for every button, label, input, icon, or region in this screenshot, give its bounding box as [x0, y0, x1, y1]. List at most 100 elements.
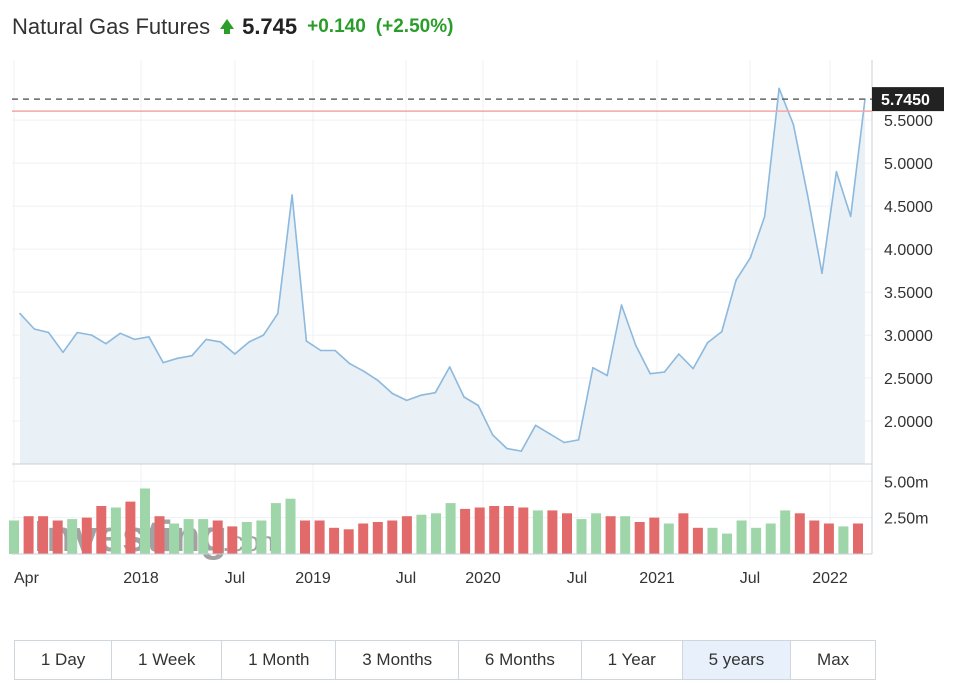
volume-bar [241, 522, 252, 554]
volume-bar [838, 526, 849, 554]
price-point [434, 391, 437, 394]
price-point [620, 304, 623, 306]
price-point [448, 366, 451, 368]
volume-bar [110, 507, 121, 554]
x-tick-label: 2022 [812, 570, 848, 587]
range-button-1-day[interactable]: 1 Day [15, 641, 113, 679]
up-arrow-icon [220, 19, 235, 34]
price-point [334, 349, 336, 352]
range-button-1-week[interactable]: 1 Week [112, 641, 223, 679]
volume-bar [562, 513, 572, 554]
volume-bar [663, 523, 674, 554]
volume-bar [445, 503, 456, 554]
volume-bar [183, 519, 194, 554]
price-point [119, 332, 122, 335]
x-tick-label: 2020 [465, 570, 501, 587]
volume-tick-label: 2.50m [884, 511, 928, 528]
price-point [205, 338, 207, 341]
range-button-1-month[interactable]: 1 Month [222, 641, 337, 679]
volume-bar [809, 520, 820, 554]
y-tick-label: 4.5000 [884, 199, 933, 216]
range-button-1-year[interactable]: 1 Year [581, 641, 683, 679]
volume-bar [23, 516, 34, 554]
price-point [849, 215, 852, 218]
volume-bar [794, 513, 805, 554]
volume-tick-label: 5.00m [884, 474, 928, 491]
volume-bar [722, 533, 732, 554]
current-price-label-box [872, 87, 944, 112]
price-point [62, 351, 64, 354]
price-point [420, 394, 422, 397]
volume-bar [81, 517, 92, 554]
price-point [735, 279, 737, 281]
price-point [477, 404, 480, 407]
price-point [606, 374, 608, 377]
y-tick-label: 5.5000 [884, 113, 933, 130]
price-point [577, 439, 580, 441]
price-area [20, 88, 865, 465]
volume-bar [140, 488, 150, 554]
volume-bar [227, 526, 238, 554]
volume-bar [9, 520, 19, 554]
price-chart[interactable]: Investing .com Apr2018Jul2019Jul2020Jul2… [0, 60, 970, 600]
price-point [663, 371, 666, 373]
volume-bar [401, 516, 412, 554]
x-tick-label: Jul [396, 570, 416, 587]
volume-bar [169, 523, 180, 554]
volume-bar [285, 498, 296, 554]
volume-bar [692, 527, 703, 554]
price-point [133, 338, 136, 341]
price-point [362, 370, 365, 373]
price-point [463, 396, 465, 398]
range-button-6-months[interactable]: 6 Months [459, 641, 582, 679]
volume-bar [387, 520, 398, 554]
current-price-label: 5.7450 [881, 92, 930, 109]
x-tick-label: Jul [225, 570, 245, 587]
price-point [506, 447, 508, 450]
price-point [678, 353, 680, 355]
price-point [763, 215, 766, 218]
volume-bar [634, 522, 645, 554]
price-point [162, 361, 164, 364]
price-point [721, 330, 723, 333]
chart-axes: Apr 2018 Jul 2019 Jul 2020 Jul 2021 Jul 2022 2.000… [12, 60, 933, 587]
volume-bar [372, 522, 383, 554]
price-point [692, 367, 694, 370]
volume-bar [736, 520, 747, 554]
price-point [706, 342, 709, 344]
volume-bar [474, 507, 485, 554]
y-tick-label: 4.0000 [884, 242, 933, 259]
range-button-5-years[interactable]: 5 years [682, 641, 792, 679]
price-point [90, 334, 93, 336]
price-point [821, 272, 823, 274]
volume-bar [518, 507, 529, 554]
volume-bar [765, 523, 776, 554]
price-point [305, 340, 308, 342]
volume-bar [256, 520, 267, 554]
range-button-max[interactable]: Max [791, 641, 876, 679]
price-point [234, 353, 236, 355]
volume-bar [154, 516, 165, 554]
volume-bar [489, 506, 500, 554]
price-point [749, 256, 752, 259]
volume-bar [270, 503, 281, 554]
price-point [778, 87, 780, 90]
volume-bar [591, 513, 602, 554]
x-tick-label: Jul [567, 570, 587, 587]
price-point [320, 349, 322, 352]
volume-bar [343, 529, 354, 554]
volume-bar [707, 527, 718, 554]
time-range-selector: 1 Day 1 Week 1 Month 3 Months 6 Months 1 Year… [14, 640, 876, 680]
volume-bar [38, 516, 49, 554]
price-point [76, 331, 79, 334]
volume-bar [460, 508, 471, 554]
price-point [19, 312, 21, 315]
range-button-3-months[interactable]: 3 Months [336, 641, 460, 679]
volume-bar [780, 510, 791, 554]
price-point [649, 372, 651, 375]
volume-bar [416, 514, 427, 554]
volume-bar [503, 506, 514, 554]
volume-bar [358, 523, 369, 554]
price-point [391, 392, 394, 395]
volume-bar [212, 520, 223, 554]
